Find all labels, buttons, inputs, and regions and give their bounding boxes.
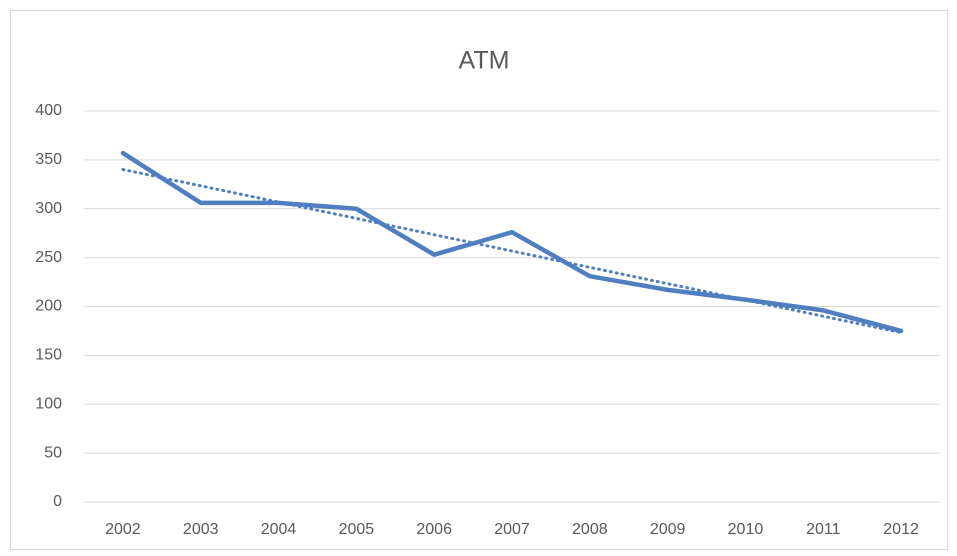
y-tick-label: 100	[35, 395, 62, 412]
x-tick-label: 2007	[494, 521, 530, 538]
y-tick-label: 200	[35, 298, 62, 315]
chart-border	[10, 10, 948, 550]
y-tick-label: 150	[35, 347, 62, 364]
data-line	[120, 150, 904, 334]
x-tick-label: 2002	[105, 521, 141, 538]
x-tick-label: 2011	[806, 521, 841, 538]
x-tick-label: 2003	[183, 521, 219, 538]
x-tick-label: 2004	[261, 521, 297, 538]
y-tick-label: 350	[35, 151, 62, 168]
x-tick-label: 2006	[416, 521, 452, 538]
y-tick-label: 400	[35, 102, 62, 119]
x-tick-label: 2009	[650, 521, 686, 538]
x-tick-label: 2008	[572, 521, 608, 538]
y-tick-label: 300	[35, 200, 62, 217]
x-tick-label: 2012	[883, 521, 919, 538]
y-tick-label: 50	[44, 444, 62, 461]
trendline	[121, 168, 903, 335]
x-tick-label: 2010	[728, 521, 764, 538]
y-tick-label: 250	[35, 249, 62, 266]
x-tick-label: 2005	[339, 521, 375, 538]
chart-title: ATM	[459, 47, 510, 75]
y-tick-label: 0	[53, 493, 62, 510]
